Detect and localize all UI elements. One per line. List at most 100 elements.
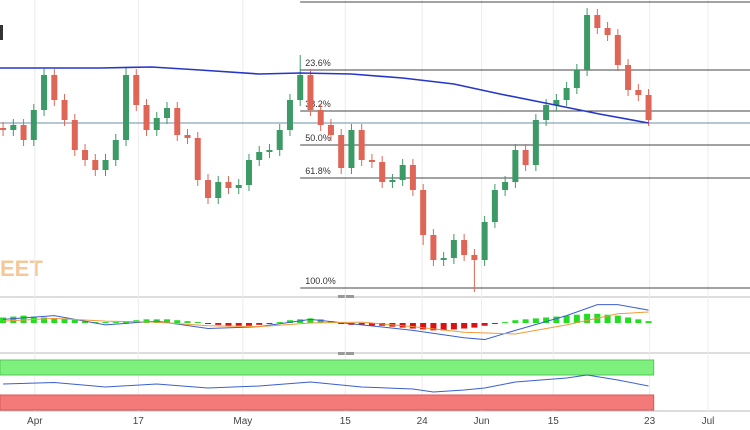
macd-bar [0,317,7,323]
macd-bar [502,322,509,324]
candle-body [204,180,211,198]
candle-body [317,110,324,125]
candle-body [184,135,191,138]
x-tick-label: May [233,416,252,427]
macd-bar [420,323,427,330]
candle-body [266,150,273,152]
candle-body [0,128,7,130]
macd-bar [143,319,150,323]
macd-bar [409,323,416,329]
macd-bar [61,318,68,323]
macd-bar [10,316,17,323]
candle-body [430,235,437,260]
candle-body [256,152,263,160]
macd-bar [491,323,498,324]
macd-bar [522,319,529,323]
candle-body [215,182,222,198]
candle-body [71,120,78,150]
candle-body [92,160,99,170]
candle-body [245,160,252,185]
candle-body [573,70,580,88]
candle-body [174,108,181,135]
x-tick-label: Jun [473,416,489,427]
x-tick-label: 17 [133,416,145,427]
candle-body [164,108,171,118]
fib-label: 50.0% [305,133,331,143]
candle-body [41,75,48,110]
candle-body [20,125,27,140]
macd-bar [51,318,58,323]
macd-bar [440,323,447,331]
candle-body [502,182,509,190]
macd-bar [235,323,242,326]
macd-bar [164,319,171,323]
candle-body [307,75,314,110]
candle-body [194,138,201,180]
macd-bar [338,323,345,324]
candle-body [276,130,283,150]
fib-label: 61.8% [305,166,331,176]
candle-body [625,65,632,90]
candle-body [358,130,365,160]
macd-bar [194,322,201,324]
macd-bar [563,315,570,323]
candle-body [594,15,601,28]
macd-bar [174,320,181,323]
candle-body [143,105,150,130]
macd-bar [471,323,478,328]
panel-marker [0,25,3,40]
candle-body [399,165,406,180]
x-tick-label: Jul [702,416,715,427]
macd-bar [82,321,89,323]
macd-bar [204,323,211,324]
candle-body [10,125,17,130]
x-tick-label: 15 [340,416,352,427]
macd-bar [461,323,468,329]
candle-body [532,120,539,165]
candle-body [235,185,242,188]
macd-bar [41,317,48,323]
panel-handle [338,295,354,298]
fib-label: 38.2% [305,99,331,109]
macd-bar [20,315,27,323]
macd-bar [368,323,375,326]
candle-body [338,135,345,168]
candle-body [522,150,529,165]
macd-bar [225,323,232,326]
macd-bar [276,322,283,324]
macd-bar [256,323,263,325]
candle-body [133,75,140,105]
candle-body [112,140,119,160]
macd-bar [645,321,652,323]
candle-body [379,162,386,182]
candle-body [153,118,160,130]
macd-bar [584,313,591,323]
candle-body [645,95,652,120]
candle-body [225,182,232,188]
macd-bar [307,318,314,323]
candle-body [512,150,519,182]
macd-bar [512,320,519,323]
candle-body [635,90,642,95]
macd-bar [358,323,365,325]
candle-body [348,130,355,168]
macd-bar [543,317,550,323]
macd-line [3,304,649,341]
macd-bar [625,317,632,323]
macd-bar [635,319,642,323]
x-tick-label: 23 [644,416,656,427]
macd-bar [71,319,78,323]
candle-body [61,100,68,120]
x-tick-label: Apr [27,416,43,427]
candle-body [409,165,416,190]
candle-body [389,180,396,182]
candle-body [584,15,591,70]
panel-handle [338,352,354,355]
candle-body [82,150,89,160]
macd-bar [553,316,560,323]
candle-body [481,222,488,260]
macd-bar [481,323,488,326]
candle-body [51,75,58,100]
